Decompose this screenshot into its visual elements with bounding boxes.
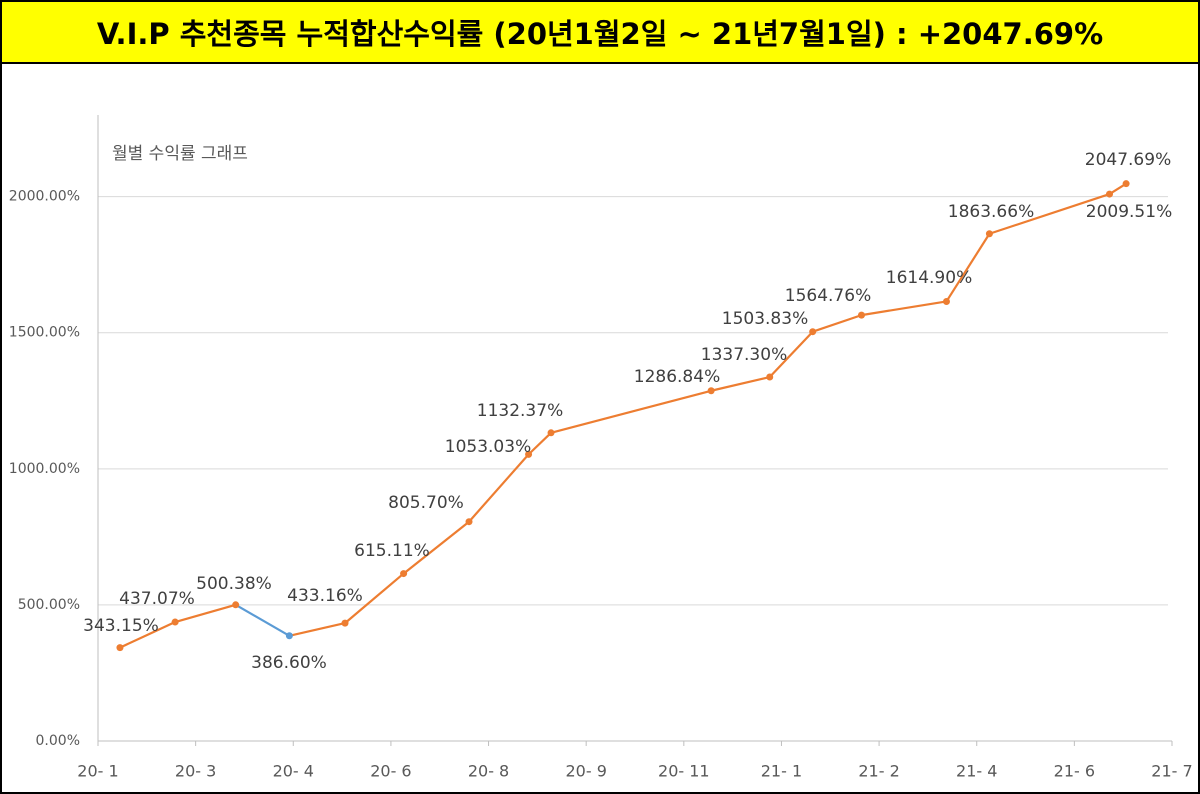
- line-segment: [119, 621, 176, 649]
- x-tick-label: 21- 2: [858, 762, 899, 781]
- data-point: [809, 328, 817, 336]
- line-segment: [344, 572, 405, 624]
- x-tick-label: 20- 4: [273, 762, 314, 781]
- data-label: 500.38%: [196, 574, 272, 594]
- data-label: 386.60%: [251, 653, 327, 673]
- data-point: [525, 450, 533, 458]
- line-segment: [989, 193, 1110, 235]
- x-tick-label: 21- 7: [1151, 762, 1192, 781]
- line-segment: [945, 233, 991, 303]
- line-segment: [289, 622, 346, 637]
- data-label: 1286.84%: [634, 367, 720, 387]
- data-point: [547, 429, 555, 437]
- data-label: 343.15%: [83, 616, 159, 636]
- data-label: 2009.51%: [1086, 202, 1172, 222]
- data-label: 1337.30%: [701, 345, 787, 365]
- data-point: [400, 570, 408, 578]
- data-point: [465, 518, 473, 526]
- line-segment: [550, 389, 712, 434]
- x-tick-label: 21- 1: [761, 762, 802, 781]
- data-label: 1503.83%: [722, 309, 808, 329]
- data-point: [116, 644, 124, 652]
- data-label: 1863.66%: [948, 202, 1034, 222]
- data-point: [942, 297, 950, 305]
- line-segment: [174, 603, 236, 624]
- data-label: 1614.90%: [886, 268, 972, 288]
- x-tick-label: 20- 3: [175, 762, 216, 781]
- data-label: 433.16%: [287, 586, 363, 606]
- data-point: [285, 632, 293, 640]
- data-label: 615.11%: [354, 541, 430, 561]
- y-tick-label: 2000.00%: [9, 189, 80, 205]
- data-point: [171, 618, 179, 626]
- data-label: 1564.76%: [785, 286, 871, 306]
- header-title: V.I.P 추천종목 누적합산수익률 (20년1월2일 ~ 21년7월1일) :…: [2, 2, 1198, 64]
- data-point: [341, 619, 349, 627]
- data-point: [985, 230, 993, 238]
- line-segment: [527, 432, 552, 456]
- y-tick-label: 500.00%: [18, 597, 80, 613]
- data-point: [232, 601, 240, 609]
- data-point: [1122, 180, 1130, 188]
- data-point: [1106, 190, 1114, 198]
- data-point: [766, 373, 774, 381]
- data-point: [707, 387, 715, 395]
- data-label: 1132.37%: [477, 401, 563, 421]
- line-segment: [402, 520, 470, 575]
- x-tick-label: 20- 11: [658, 762, 710, 781]
- line-segment: [710, 375, 770, 392]
- line-segment: [468, 453, 530, 523]
- data-point: [858, 311, 866, 319]
- data-label: 805.70%: [388, 493, 464, 513]
- line-segment: [861, 300, 947, 317]
- line-segment: [768, 330, 814, 378]
- x-tick-label: 20- 1: [77, 762, 118, 781]
- data-label: 2047.69%: [1085, 150, 1171, 170]
- x-tick-label: 21- 4: [956, 762, 997, 781]
- x-tick-label: 20- 9: [565, 762, 606, 781]
- data-label: 437.07%: [119, 589, 195, 609]
- y-tick-label: 1000.00%: [9, 461, 80, 477]
- chart-subtitle: 월별 수익률 그래프: [112, 144, 248, 164]
- x-tick-label: 20- 8: [468, 762, 509, 781]
- line-segment: [235, 603, 290, 637]
- x-tick-label: 21- 6: [1054, 762, 1095, 781]
- line-segment: [812, 314, 862, 333]
- data-label: 1053.03%: [445, 437, 531, 457]
- y-tick-label: 0.00%: [36, 733, 80, 749]
- y-tick-label: 1500.00%: [9, 325, 80, 341]
- x-tick-label: 20- 6: [370, 762, 411, 781]
